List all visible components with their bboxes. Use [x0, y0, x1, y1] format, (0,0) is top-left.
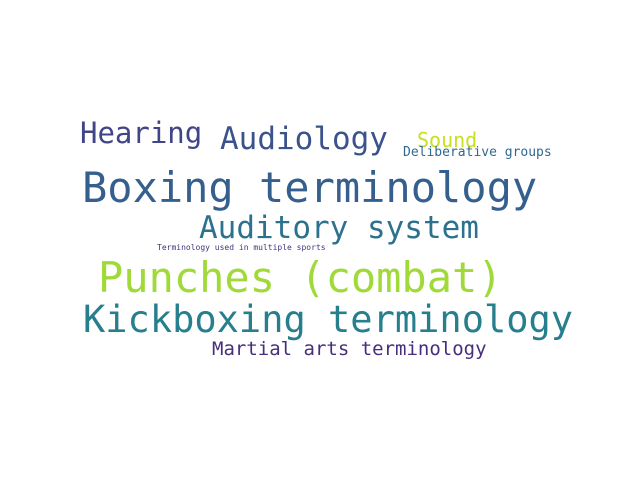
- word-sound: Sound: [417, 128, 478, 152]
- word-hearing: Hearing: [80, 116, 203, 150]
- word-punches-combat: Punches (combat): [98, 253, 503, 302]
- word-audiology: Audiology: [220, 121, 388, 157]
- word-kickboxing-terminology: Kickboxing terminology: [83, 298, 574, 341]
- word-deliberative-groups: Deliberative groups: [403, 145, 552, 160]
- word-martial-arts-terminology: Martial arts terminology: [212, 338, 487, 360]
- word-boxing-terminology: Boxing terminology: [82, 163, 538, 212]
- word-auditory-system: Auditory system: [199, 210, 479, 246]
- word-terminology-multiple-sports: Terminology used in multiple sports: [157, 243, 326, 252]
